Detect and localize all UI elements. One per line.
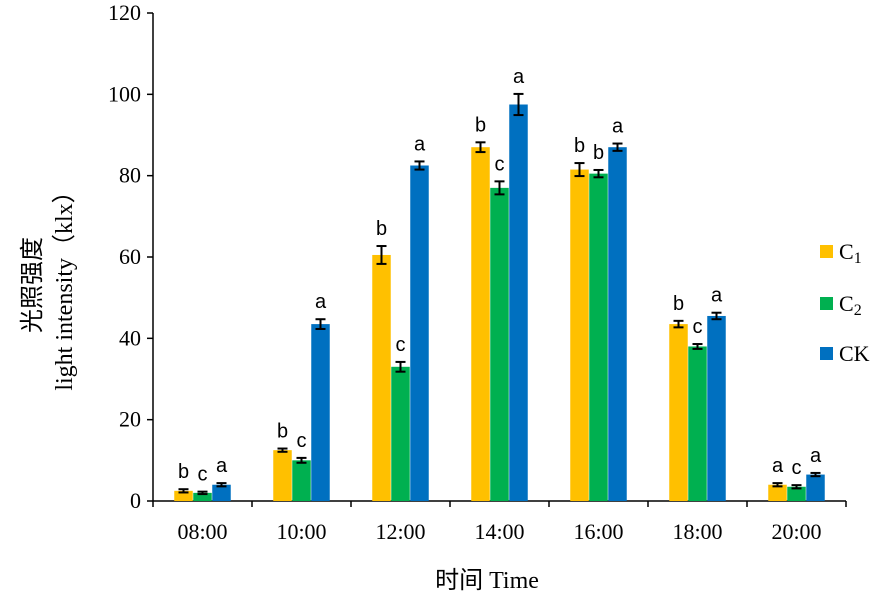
- legend-label: C1: [839, 239, 862, 267]
- y-tick-label: 100: [108, 81, 141, 106]
- x-tick-label: 20:00: [771, 519, 821, 544]
- y-tick-label: 0: [130, 488, 141, 513]
- bar: [193, 492, 212, 501]
- y-tick-label: 40: [119, 325, 141, 350]
- bar: [669, 324, 688, 501]
- legend-swatch: [820, 347, 833, 360]
- significance-label: b: [673, 293, 684, 315]
- significance-label: b: [277, 421, 288, 443]
- significance-label: a: [513, 66, 525, 88]
- bar: [174, 490, 193, 501]
- y-axis-title-chinese: 光照强度: [19, 237, 46, 333]
- x-axis-title: 时间 Time: [435, 567, 539, 594]
- bar: [311, 324, 330, 501]
- bar: [471, 147, 490, 501]
- bar: [570, 169, 589, 502]
- significance-label: b: [574, 135, 585, 157]
- x-tick-label: 16:00: [573, 519, 623, 544]
- bar: [490, 187, 509, 501]
- significance-label: b: [178, 461, 189, 483]
- x-tick-label: 18:00: [672, 519, 722, 544]
- bar: [212, 484, 231, 501]
- y-tick-label: 20: [119, 407, 141, 432]
- x-tick-label: 10:00: [276, 519, 326, 544]
- bar: [589, 173, 608, 501]
- bar: [509, 104, 528, 501]
- legend: C1 C2 CK: [820, 239, 870, 366]
- y-tick-label: 120: [108, 0, 141, 25]
- significance-label: a: [216, 455, 228, 477]
- bar: [688, 346, 707, 501]
- significance-label: b: [376, 218, 387, 240]
- legend-swatch: [820, 245, 833, 258]
- legend-label: CK: [839, 341, 870, 366]
- significance-label: c: [297, 430, 307, 452]
- significance-label: c: [495, 153, 505, 175]
- x-tick-label: 14:00: [474, 519, 524, 544]
- bar: [707, 315, 726, 501]
- legend-swatch: [820, 297, 833, 310]
- significance-label: c: [396, 334, 406, 356]
- significance-label: a: [772, 455, 784, 477]
- bar: [768, 484, 787, 501]
- legend-label: C2: [839, 291, 862, 319]
- bar: [372, 254, 391, 501]
- x-tick-label: 12:00: [375, 519, 425, 544]
- bar: [787, 486, 806, 501]
- bar: [292, 460, 311, 501]
- bar: [410, 165, 429, 501]
- x-tick-label: 08:00: [177, 519, 227, 544]
- y-tick-label: 80: [119, 163, 141, 188]
- bar: [391, 366, 410, 501]
- significance-label: a: [414, 133, 426, 155]
- significance-label: a: [315, 291, 327, 313]
- significance-label: b: [593, 142, 604, 164]
- bar: [806, 474, 825, 501]
- bar: [608, 147, 627, 501]
- y-tick-label: 60: [119, 244, 141, 269]
- bar: [273, 450, 292, 501]
- significance-label: c: [693, 316, 703, 338]
- y-axis-title-english: light intensity（klx）: [52, 179, 78, 390]
- significance-label: c: [198, 464, 208, 486]
- significance-label: a: [711, 285, 723, 307]
- significance-label: a: [612, 116, 624, 138]
- significance-label: b: [475, 114, 486, 136]
- significance-label: a: [810, 445, 822, 467]
- significance-label: c: [792, 457, 802, 479]
